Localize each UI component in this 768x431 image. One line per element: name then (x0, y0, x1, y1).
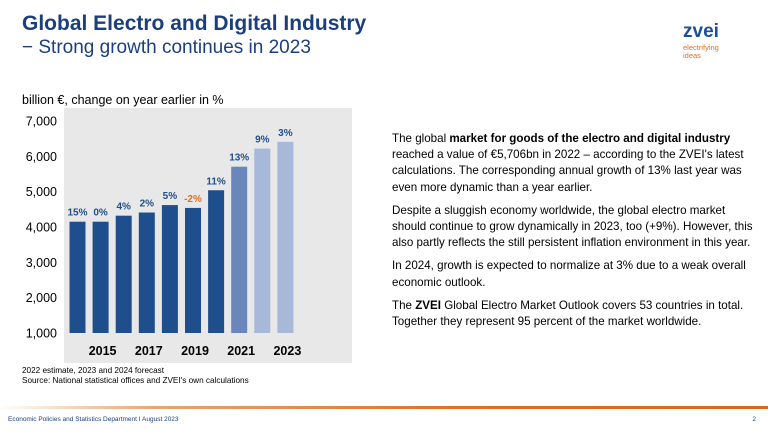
data-label-2014: 15% (67, 208, 87, 219)
bar-2022 (254, 148, 271, 333)
page-number: 2 (752, 416, 756, 423)
logo-tagline-line2: ideas (683, 51, 701, 60)
chart-notes: 2022 estimate, 2023 and 2024 forecast So… (22, 366, 249, 386)
bar-2017 (138, 212, 155, 333)
y-tick-label: 2,000 (26, 291, 57, 305)
p4-text-end: Global Electro Market Outlook covers 53 … (392, 298, 744, 329)
x-tick-label: 2021 (227, 344, 255, 358)
page-subtitle: − Strong growth continues in 2023 (22, 37, 311, 58)
y-tick-label: 3,000 (26, 256, 57, 270)
p4-text-bold: ZVEI (415, 298, 441, 312)
data-label-2019: -2% (184, 194, 202, 205)
footer-divider (0, 406, 768, 409)
x-tick-label: 2015 (89, 344, 117, 358)
chart-note-source: Source: National statistical offices and… (22, 376, 249, 385)
y-tick-label: 7,000 (26, 115, 57, 129)
data-label-2023: 3% (278, 128, 293, 139)
bar-2016 (115, 215, 132, 333)
p1-text-bold: market for goods of the electro and digi… (449, 132, 731, 145)
chart-unit-label: billion €, change on year earlier in % (22, 93, 224, 107)
logo-tagline: electrifying ideas (683, 44, 743, 60)
page-title: Global Electro and Digital Industry (22, 12, 367, 35)
bar-2014 (69, 221, 86, 333)
bar-2019 (185, 207, 201, 333)
zvei-logo: zvei electrifying ideas (683, 22, 743, 60)
data-label-2017: 2% (140, 199, 155, 210)
paragraph-market-value: The global market for goods of the elect… (392, 131, 762, 196)
bar-2020 (208, 190, 225, 333)
chart-note-forecast: 2022 estimate, 2023 and 2024 forecast (22, 366, 165, 375)
y-tick-label: 6,000 (26, 150, 57, 164)
bar-2021 (231, 166, 248, 333)
logo-word: zvei (683, 21, 719, 42)
data-label-2021: 13% (229, 153, 249, 164)
paragraph-coverage: The ZVEI Global Electro Market Outlook c… (392, 298, 762, 330)
y-tick-label: 1,000 (26, 327, 57, 341)
paragraph-growth-2023: Despite a sluggish economy worldwide, th… (392, 203, 753, 250)
p1-text-end: reached a value of €5,706bn in 2022 – ac… (392, 148, 744, 194)
x-tick-label: 2023 (273, 344, 301, 358)
bar-2018 (161, 205, 178, 333)
x-tick-label: 2017 (135, 344, 163, 358)
footer-department: Economic Policies and Statistics Departm… (8, 416, 179, 423)
y-tick-label: 5,000 (26, 185, 57, 199)
bar-2023 (277, 141, 294, 333)
p4-text-start: The (392, 298, 416, 312)
data-label-2016: 4% (116, 202, 131, 213)
data-label-2022: 9% (255, 135, 270, 146)
description-text: The global market for goods of the elect… (392, 131, 762, 337)
data-label-2018: 5% (163, 191, 178, 202)
data-label-2015: 0% (93, 208, 108, 219)
paragraph-outlook-2024: In 2024, growth is expected to normalize… (392, 259, 746, 289)
y-tick-label: 4,000 (26, 221, 57, 235)
x-tick-label: 2019 (181, 344, 209, 358)
data-label-2020: 11% (206, 176, 226, 187)
chart-background (64, 108, 352, 363)
bar-2015 (92, 221, 109, 333)
logo-tagline-line1: electrifying (683, 43, 719, 52)
p1-text-start: The global (392, 132, 450, 145)
